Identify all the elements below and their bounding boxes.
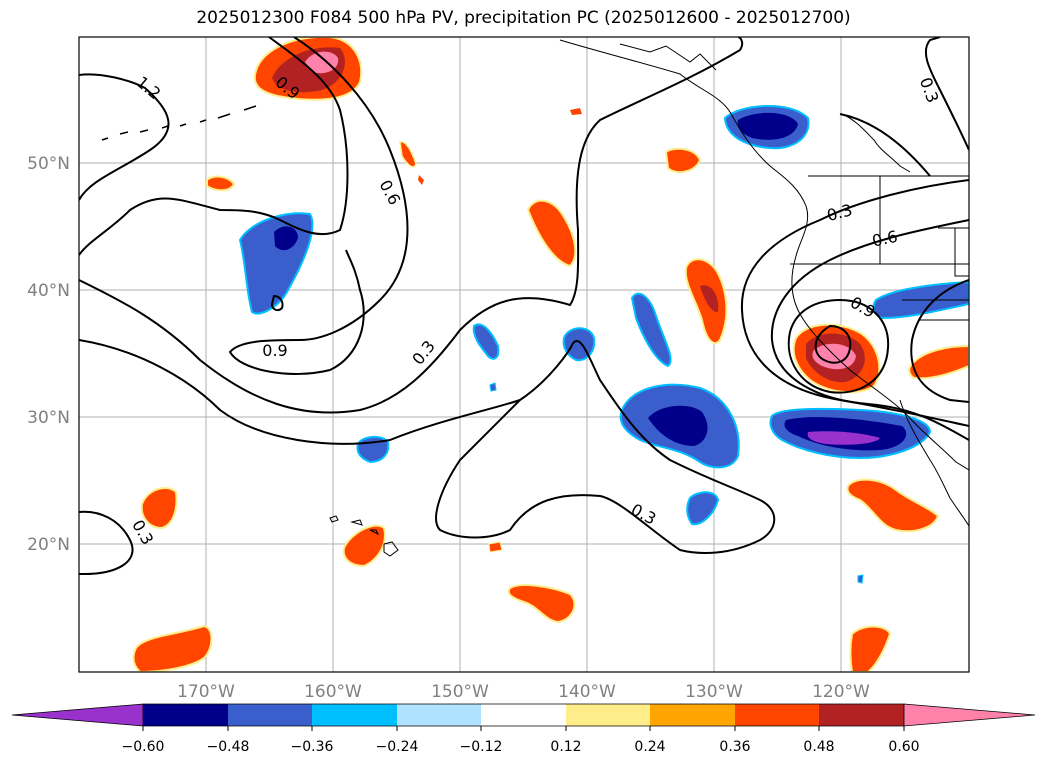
lat-label: 40°N bbox=[27, 281, 70, 301]
lon-label: 130°W bbox=[685, 682, 743, 702]
colorbar-segment bbox=[819, 704, 904, 726]
colorbar-segment bbox=[650, 704, 735, 726]
contour-label: 0.3 bbox=[916, 75, 943, 105]
contour-label: 0.3 bbox=[628, 500, 659, 529]
lon-label: 160°W bbox=[304, 682, 362, 702]
colorbar-segment bbox=[397, 704, 481, 726]
contour-label: 0.6 bbox=[870, 227, 899, 251]
colorbar-extend-low bbox=[11, 703, 144, 727]
latitude-labels: 50°N 40°N 30°N 20°N bbox=[27, 154, 70, 555]
lon-label: 150°W bbox=[431, 682, 489, 702]
precip-shading bbox=[132, 37, 969, 672]
colorbar-segment bbox=[228, 704, 312, 726]
lon-label: 170°W bbox=[177, 682, 235, 702]
contour-labels: 1.2 0.9 0.6 0.9 0.3 0.3 0.3 0.3 0.6 0.9 … bbox=[128, 72, 942, 548]
colorbar-tick-label: −0.24 bbox=[376, 739, 419, 755]
longitude-labels: 170°W 160°W 150°W 140°W 130°W 120°W bbox=[177, 682, 870, 702]
pv-contours bbox=[79, 37, 969, 576]
lat-label: 50°N bbox=[27, 154, 70, 174]
colorbar-tick-label: 0.12 bbox=[550, 739, 581, 755]
colorbar-tick-label: 0.24 bbox=[634, 739, 665, 755]
colorbar-tick-label: −0.48 bbox=[207, 739, 250, 755]
contour-label: 0.9 bbox=[847, 293, 879, 322]
figure-title: 2025012300 F084 500 hPa PV, precipitatio… bbox=[196, 8, 851, 28]
colorbar-tick-label: 0.60 bbox=[888, 739, 919, 755]
colorbar-segment bbox=[143, 704, 228, 726]
colorbar-segment bbox=[735, 704, 819, 726]
contour-label: 1.2 bbox=[133, 72, 165, 103]
colorbar-segment bbox=[481, 704, 566, 726]
contour-label: 0.9 bbox=[262, 341, 287, 360]
colorbar-tick-label: −0.60 bbox=[122, 739, 165, 755]
contour-label: 0.3 bbox=[825, 200, 855, 225]
lon-label: 140°W bbox=[558, 682, 616, 702]
contour-label: 0.3 bbox=[408, 337, 439, 369]
colorbar-segment bbox=[312, 704, 397, 726]
map-frame bbox=[78, 36, 970, 673]
lat-label: 20°N bbox=[27, 535, 70, 555]
colorbar-tick-label: 0.48 bbox=[803, 739, 834, 755]
colorbar-tick-label: 0.36 bbox=[719, 739, 750, 755]
colorbar-extend-high bbox=[903, 703, 1036, 727]
precip-blob-blue-west bbox=[238, 212, 314, 315]
lon-label: 120°W bbox=[812, 682, 870, 702]
colorbar: −0.60 −0.48 −0.36 −0.24 −0.12 0.12 0.24 … bbox=[11, 703, 1036, 755]
lat-label: 30°N bbox=[27, 408, 70, 428]
colorbar-segment bbox=[566, 704, 650, 726]
precip-blob-144w bbox=[526, 199, 577, 268]
colorbar-tick-label: −0.12 bbox=[460, 739, 503, 755]
colorbar-tick-label: −0.36 bbox=[291, 739, 334, 755]
